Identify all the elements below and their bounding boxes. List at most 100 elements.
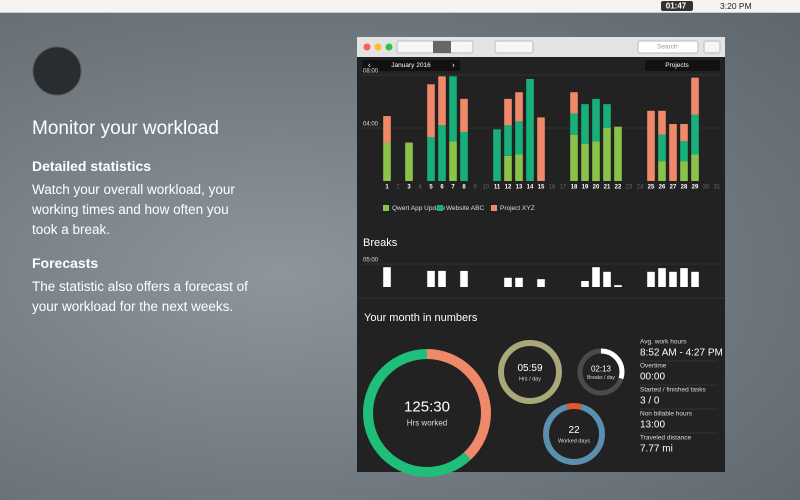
bar-segment [515,92,523,122]
break-bar [658,268,666,287]
bar-segment [504,125,512,156]
break-bar [438,270,446,287]
x-tick-label: 19 [582,185,589,191]
bar-segment [515,154,523,181]
break-bar [537,279,545,287]
statistics-tab[interactable] [433,41,451,53]
bar-segment [449,76,457,142]
legend-swatch [383,205,389,211]
ring-segment [363,349,491,477]
ring-label: Worked days [558,438,590,444]
bar-segment [592,141,600,181]
bar-segment [570,92,578,114]
next-month[interactable]: › [452,61,455,70]
break-bar [680,268,688,287]
prev-month[interactable]: ‹ [368,61,371,70]
legend-swatch [491,205,497,211]
ring-segment [543,403,605,465]
x-tick-label: 7 [451,185,455,191]
ring-segment [577,348,625,396]
bar-segment [460,98,468,132]
bar-segment [603,128,611,181]
bar-segment [658,110,666,135]
ring-value: 05:59 [517,363,542,374]
section-heading: Forecasts [32,255,99,271]
bar-segment [691,77,699,115]
bar-segment [526,78,534,181]
stat-value: 13:00 [640,420,665,431]
x-tick-label: 24 [637,185,644,191]
break-bar [647,271,655,287]
month-picker[interactable] [362,60,460,71]
y-tick-label: 08:00 [363,69,379,75]
break-bar [515,277,523,287]
filter-dropdown[interactable] [645,60,720,71]
filter-label: Projects [665,62,689,69]
x-tick-label: 25 [648,185,655,191]
bar-segment [581,143,589,181]
legend-swatch [437,205,443,211]
y-tick-label: 05:00 [363,258,379,264]
stat-value: 7.77 mi [640,444,673,455]
break-bar [603,271,611,287]
bar-segment [515,121,523,155]
minimize-button[interactable] [374,43,382,51]
bar-segment [680,161,688,181]
x-tick-label: 20 [593,185,600,191]
x-tick-label: 4 [418,185,422,191]
stat-value: 00:00 [640,372,665,383]
break-bar [504,277,512,287]
x-tick-label: 27 [670,185,677,191]
x-tick-label: 3 [407,185,411,191]
search-placeholder: Search [657,44,678,51]
x-tick-label: 17 [560,185,567,191]
bar-segment [383,142,391,181]
x-tick-label: 2 [396,185,400,191]
bar-segment [581,104,589,144]
break-bar [460,270,468,287]
break-bar [427,270,435,287]
legend-label: Website ABC [446,205,484,212]
breaks-title: Breaks [363,237,398,249]
section-heading: Detailed statistics [32,158,152,174]
x-tick-label: 29 [692,185,699,191]
bar-segment [669,124,677,181]
bar-segment [658,161,666,181]
bar-segment [647,110,655,181]
bar-segment [405,142,413,181]
bar-segment [680,124,688,142]
bar-segment [427,84,435,138]
close-button[interactable] [363,43,371,51]
break-bar [592,267,600,287]
timer-badge [661,1,693,11]
break-bar [614,285,622,287]
x-tick-label: 28 [681,185,688,191]
ring-label: Hrs worked [407,419,447,428]
x-tick-label: 5 [429,185,433,191]
bar-segment [570,134,578,181]
x-tick-label: 8 [462,185,466,191]
share-buttons[interactable] [494,40,534,54]
break-bar [383,267,391,287]
ring-label: Hrs / day [519,376,541,382]
bar-segment [504,155,512,181]
ring-segment [498,340,562,404]
x-tick-label: 21 [604,185,611,191]
search-field[interactable] [637,40,699,54]
settings-button[interactable] [703,40,721,54]
x-tick-label: 6 [440,185,444,191]
stat-label: Non billable hours [640,411,693,418]
timer: 01:47 [666,2,687,11]
x-tick-label: 16 [549,185,556,191]
x-tick-label: 15 [538,185,545,191]
x-tick-label: 12 [505,185,512,191]
bar-segment [614,126,622,181]
legend-label: Project XYZ [500,205,535,212]
bar-segment [680,141,688,162]
clock: 3:20 PM [720,1,752,11]
x-tick-label: 11 [494,185,501,191]
zoom-button[interactable] [385,43,393,51]
legend-label: Qwert App Update [392,205,445,212]
